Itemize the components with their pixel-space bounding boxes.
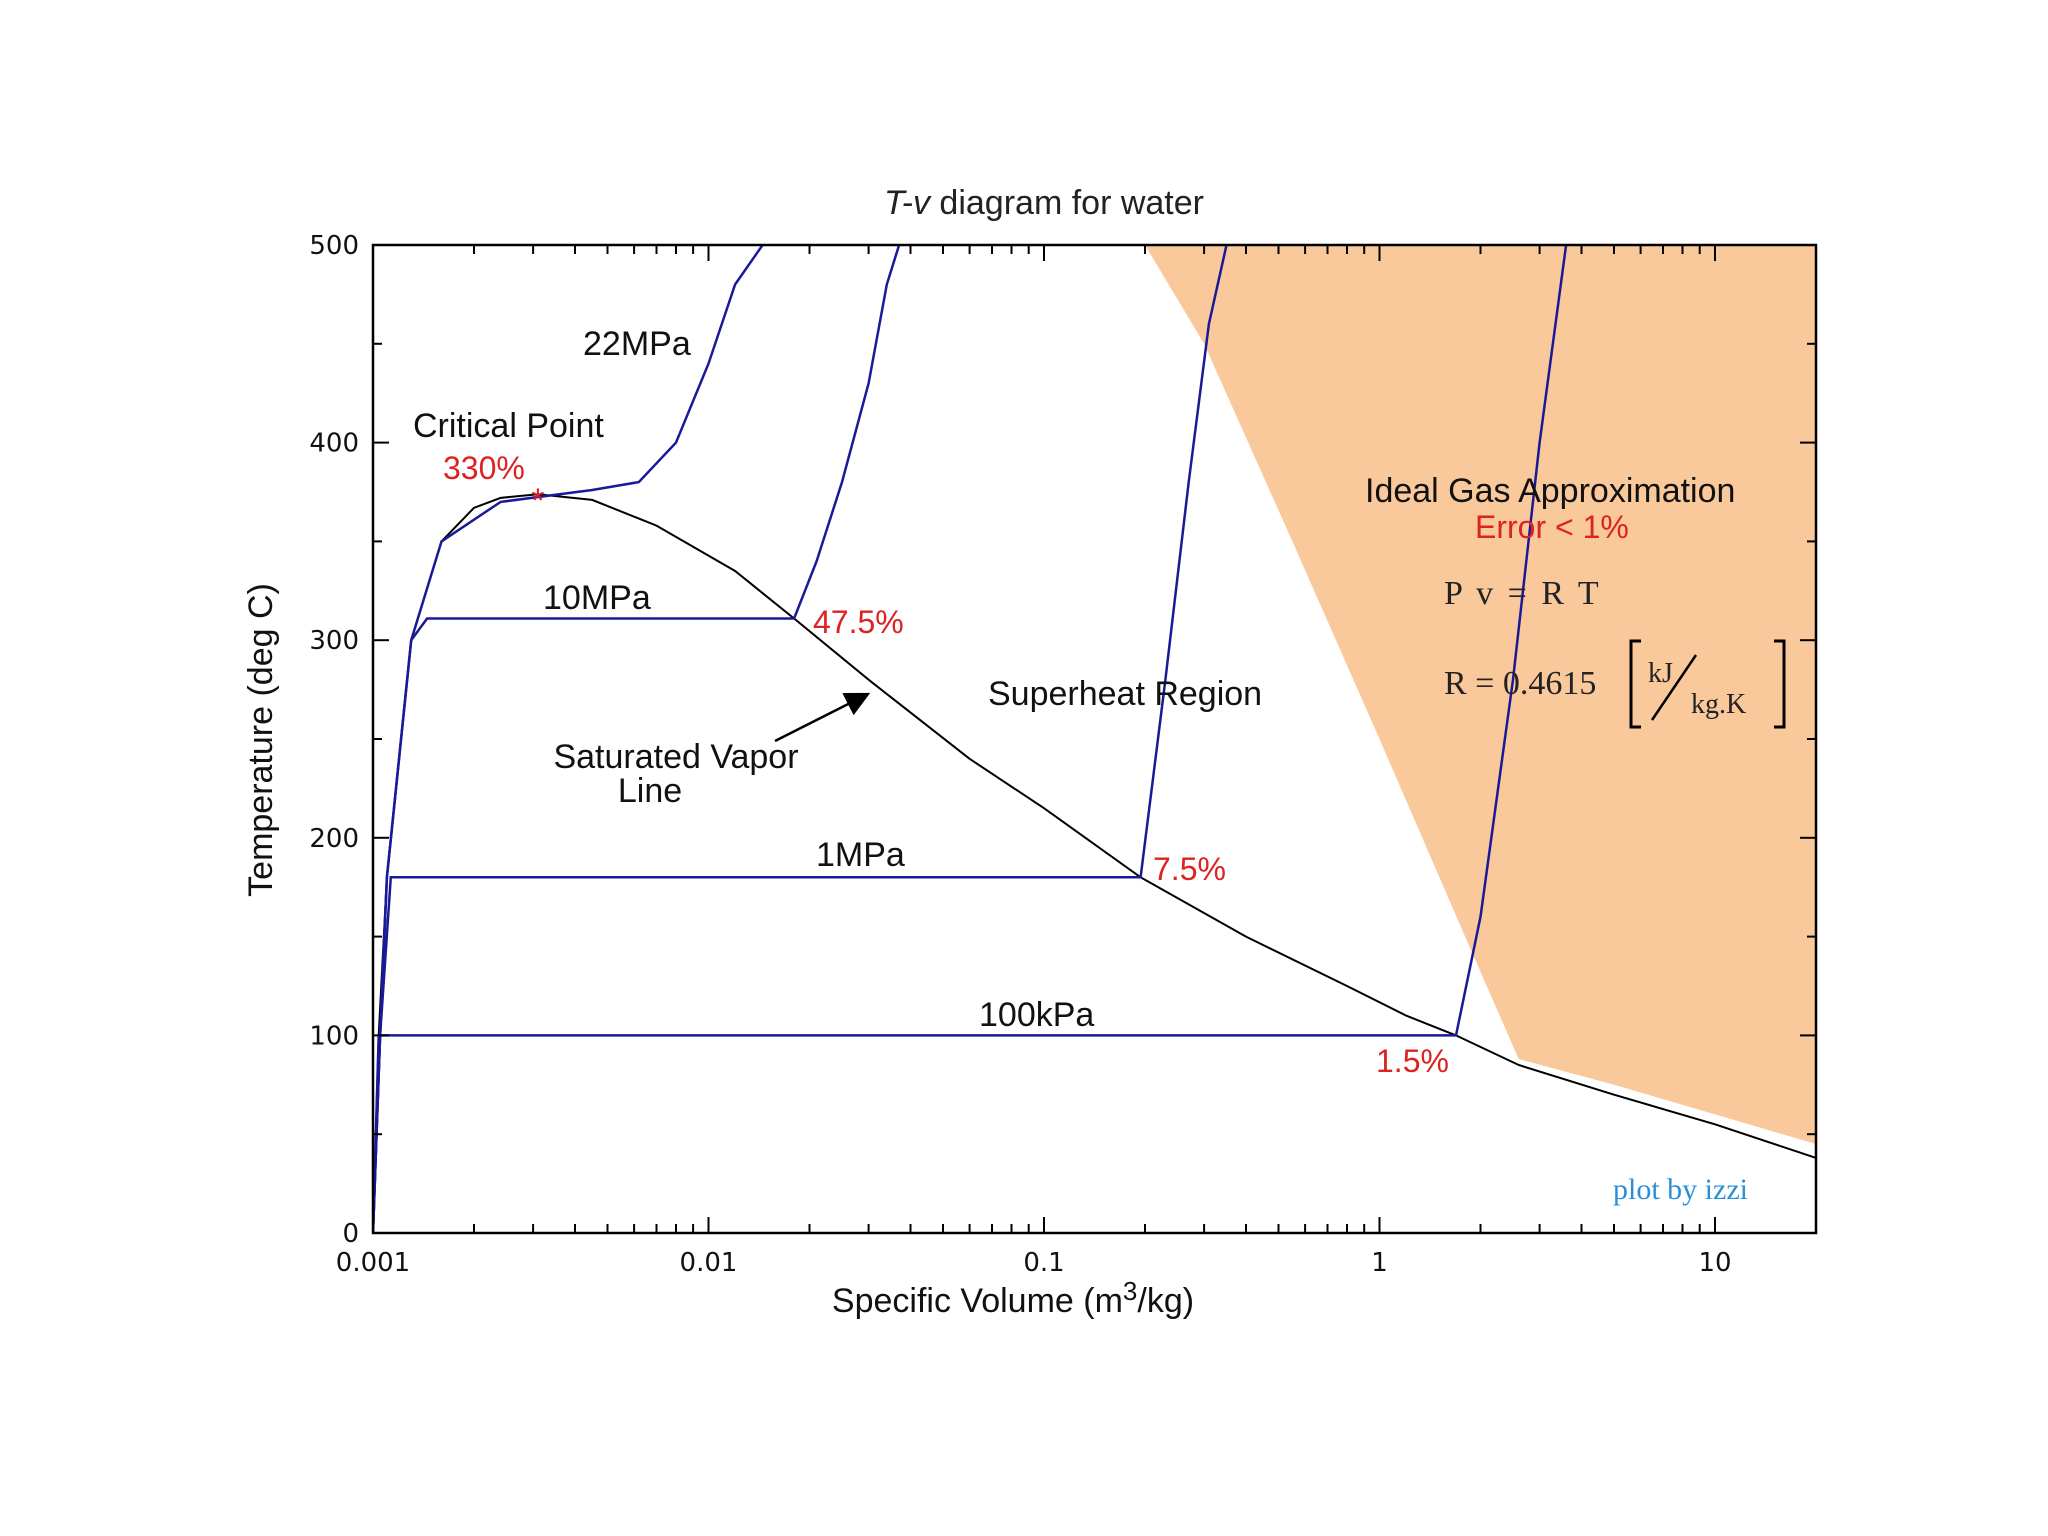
unit-slash	[1650, 654, 1698, 721]
y-tick-label: 500	[309, 231, 359, 261]
saturated-vapor-arrow	[774, 692, 871, 743]
x-tick-label: 10	[1698, 1248, 1731, 1278]
label-ideal-gas: Ideal Gas Approximation	[1365, 472, 1735, 510]
label-10mpa: 10MPa	[543, 579, 651, 617]
x-axis-label-end: /kg)	[1137, 1282, 1194, 1320]
x-tick-label: 0.01	[680, 1248, 738, 1278]
label-saturated-vapor-2: Line	[618, 772, 682, 810]
x-axis-label: Specific Volume (m3/kg)	[832, 1276, 1194, 1320]
unit-bracket-right	[1774, 639, 1786, 729]
label-critical-point: Critical Point	[413, 407, 604, 445]
formula-pv-rt: P v = R T	[1444, 575, 1602, 612]
y-tick-label: 200	[309, 824, 359, 854]
chart-title-italic: T-v	[884, 184, 932, 222]
error-7-5: 7.5%	[1153, 851, 1226, 887]
chart-title-rest: diagram for water	[930, 184, 1204, 222]
error-1-5: 1.5%	[1376, 1043, 1449, 1079]
x-tick-label: 0.1	[1023, 1248, 1064, 1278]
error-330: 330%	[443, 450, 525, 486]
label-22mpa: 22MPa	[583, 325, 691, 363]
critical-point-marker: *	[531, 482, 544, 520]
error-47-5: 47.5%	[813, 604, 904, 640]
unit-bracket-left	[1629, 639, 1641, 729]
x-axis-label-main: Specific Volume (m	[832, 1282, 1123, 1320]
x-tick-label: 0.001	[336, 1248, 410, 1278]
x-tick-label: 1	[1371, 1248, 1388, 1278]
y-tick-label: 300	[309, 626, 359, 656]
unit-numerator: kJ	[1648, 658, 1673, 689]
y-tick-label: 100	[309, 1021, 359, 1051]
label-1mpa: 1MPa	[816, 836, 905, 874]
chart-title: T-v diagram for water	[884, 184, 1204, 222]
label-error-lt-1: Error < 1%	[1475, 509, 1629, 545]
y-axis-label: Temperature (deg C)	[242, 583, 280, 897]
credit-label: plot by izzi	[1613, 1173, 1748, 1206]
label-saturated-vapor-1: Saturated Vapor	[553, 738, 798, 776]
y-tick-label: 400	[309, 429, 359, 459]
unit-denominator: kg.K	[1691, 689, 1746, 720]
isobar-1mpa	[373, 245, 1228, 1233]
x-axis-label-sup: 3	[1123, 1276, 1137, 1306]
ideal-gas-region-fill	[1145, 245, 1816, 1145]
y-tick-label: 0	[342, 1219, 359, 1249]
label-superheat-region: Superheat Region	[988, 675, 1262, 713]
isobar-10mpa	[373, 245, 901, 1233]
label-100kpa: 100kPa	[979, 996, 1094, 1034]
formula-r-value: R = 0.4615	[1444, 665, 1596, 702]
